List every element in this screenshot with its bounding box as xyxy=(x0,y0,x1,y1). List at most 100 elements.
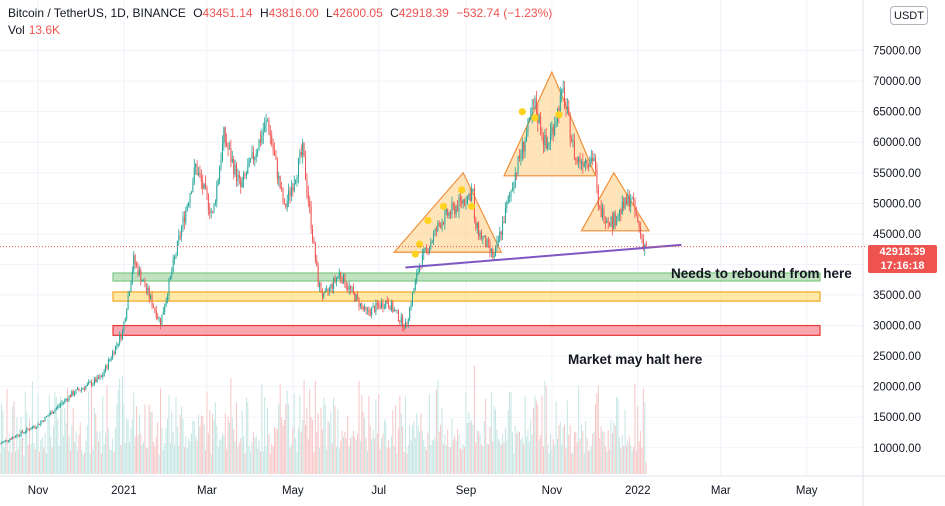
volume-bar xyxy=(296,451,298,474)
candle-body xyxy=(309,201,311,207)
volume-bar xyxy=(592,433,594,474)
candle-body xyxy=(138,269,140,275)
candle-body xyxy=(316,259,318,266)
volume-bar xyxy=(397,428,399,474)
candle-body xyxy=(509,194,511,197)
volume-bar xyxy=(341,430,343,474)
candle-body xyxy=(569,114,571,140)
candle-body xyxy=(279,176,281,189)
currency-button[interactable]: USDT xyxy=(890,6,928,25)
y-tick-label: 20000.00 xyxy=(873,382,921,394)
volume-bar xyxy=(526,437,528,474)
candle-body xyxy=(609,222,611,226)
candle-body xyxy=(189,193,191,203)
volume-bar xyxy=(413,421,415,474)
volume-bar xyxy=(378,394,380,474)
candle-body xyxy=(114,345,116,354)
y-tick-label: 75000.00 xyxy=(873,46,921,58)
volume-bar xyxy=(327,420,329,474)
candle-body xyxy=(538,116,540,123)
volume-bar xyxy=(493,405,495,474)
volume-bar xyxy=(238,442,240,474)
volume-bar xyxy=(557,438,559,474)
candle-body xyxy=(269,133,271,136)
candle-body xyxy=(178,235,180,241)
volume-bar xyxy=(616,396,618,474)
x-tick-label: Jul xyxy=(371,485,386,497)
volume-bar xyxy=(624,409,626,474)
volume-bar xyxy=(602,431,604,474)
candle-body xyxy=(10,438,12,440)
y-tick-label: 65000.00 xyxy=(873,107,921,119)
candle-body xyxy=(579,157,581,164)
candle-body xyxy=(303,142,305,158)
volume-bar xyxy=(106,385,108,474)
volume-bar xyxy=(89,453,91,474)
candle-body xyxy=(344,274,346,287)
volume-bar xyxy=(520,439,522,474)
volume-bar xyxy=(85,441,87,474)
volume-bar xyxy=(351,435,353,474)
volume-bar xyxy=(366,451,368,474)
candle-body xyxy=(600,206,602,218)
candle-body xyxy=(624,197,626,209)
volume-bar xyxy=(223,436,225,474)
volume-bar xyxy=(548,453,550,474)
grid xyxy=(0,0,863,476)
candle-body xyxy=(638,221,640,228)
x-tick-label: Mar xyxy=(711,485,731,497)
candle-body xyxy=(300,151,302,156)
candle-body xyxy=(382,302,384,309)
volume-bar xyxy=(22,437,24,474)
candle-body xyxy=(304,157,306,180)
volume-bar xyxy=(269,453,271,474)
volume-bar xyxy=(642,388,644,474)
volume-bar xyxy=(509,391,511,474)
volume-bar xyxy=(189,441,191,474)
volume-bar xyxy=(54,392,56,474)
volume-bar xyxy=(621,435,623,474)
candle-body xyxy=(295,180,297,184)
volume-bar xyxy=(587,451,589,474)
candle-body xyxy=(373,306,375,313)
candle-body xyxy=(64,399,66,402)
candle-body xyxy=(592,157,594,161)
candle-body xyxy=(320,283,322,293)
volume-bar xyxy=(644,401,646,474)
volume-bar xyxy=(372,428,374,474)
volume-bar xyxy=(100,453,102,474)
candle-body xyxy=(109,359,111,361)
candle-body xyxy=(176,240,178,255)
volume-bar xyxy=(593,431,595,474)
volume-bar xyxy=(438,431,440,474)
candle-body xyxy=(148,287,150,299)
x-tick-label: Mar xyxy=(197,485,217,497)
candle-body xyxy=(523,142,525,152)
volume-bar xyxy=(169,443,171,474)
rebound-annotation: Needs to rebound from here xyxy=(671,266,852,281)
volume-bar xyxy=(309,389,311,474)
candle-body xyxy=(583,163,585,167)
candle-body xyxy=(89,381,91,383)
symbol-title[interactable]: Bitcoin / TetherUS, 1D, BINANCE xyxy=(8,6,186,20)
volume-bar xyxy=(575,431,577,474)
volume-bar xyxy=(107,428,109,474)
candle-body xyxy=(595,157,597,170)
volume-bar xyxy=(91,383,93,474)
volume-bar xyxy=(403,451,405,474)
volume-bar xyxy=(335,446,337,474)
candle-body xyxy=(526,133,528,142)
candle-body xyxy=(88,382,90,384)
candle-body xyxy=(452,203,454,206)
volume-bar xyxy=(157,422,159,474)
volume-bar xyxy=(207,432,209,474)
candle-body xyxy=(57,405,59,408)
volume-bar xyxy=(171,411,173,474)
volume-bar xyxy=(417,425,419,474)
candle-body xyxy=(292,187,294,191)
volume-bar xyxy=(371,438,373,474)
candle-body xyxy=(614,213,616,226)
candle-body xyxy=(388,302,390,307)
volume-bar xyxy=(320,407,322,474)
